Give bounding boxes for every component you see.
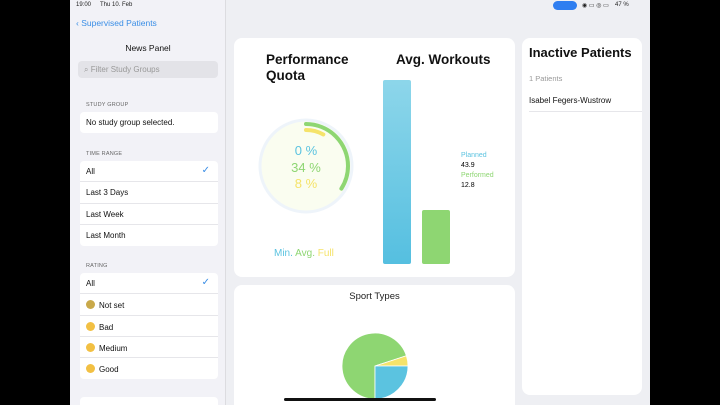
label: Good — [99, 365, 119, 375]
time-range-header: TIME RANGE — [86, 151, 123, 157]
rating-all[interactable]: All ✓ — [80, 273, 218, 295]
rating-medium[interactable]: Medium — [80, 337, 218, 359]
patient-count: 1 Patients — [529, 74, 563, 83]
ring-track — [258, 118, 354, 214]
planned-label: Planned — [461, 152, 487, 159]
performed-value: 12.8 — [461, 182, 475, 189]
checkmark-icon: ✓ — [201, 165, 210, 176]
rating-header: RATING — [86, 263, 108, 269]
performed-label: Performed — [461, 172, 494, 179]
emoji-icon — [86, 300, 95, 310]
search-placeholder: Filter Study Groups — [90, 65, 160, 74]
inactive-title: Inactive Patients — [529, 45, 632, 60]
pie-slice — [374, 365, 409, 400]
quota-min: 0 % — [294, 143, 318, 158]
rating-not-set[interactable]: Not set — [80, 294, 218, 316]
label: All — [86, 279, 95, 288]
rating-bad[interactable]: Bad — [80, 316, 218, 337]
workouts-title: Avg. Workouts — [396, 52, 491, 67]
performance-title: Performance Quota — [266, 52, 349, 84]
time-range-week[interactable]: Last Week — [80, 204, 218, 225]
emoji-icon — [86, 342, 95, 352]
home-indicator — [284, 398, 436, 401]
quota-avg: 34 % — [291, 159, 321, 175]
chevron-left-icon: ‹ — [76, 18, 82, 28]
screen-mirroring-badge — [553, 1, 577, 10]
label: Medium — [99, 343, 128, 353]
back-button[interactable]: ‹ Supervised Patients — [76, 18, 157, 28]
ring-avg — [262, 122, 350, 210]
status-date: Thu 10. Feb — [100, 2, 133, 8]
ring-full — [268, 128, 344, 204]
emoji-icon — [86, 364, 95, 374]
status-icons: ◉ ▭ ◎ ▭ — [582, 3, 609, 9]
sport-types-title: Sport Types — [349, 291, 400, 302]
study-group-value[interactable]: No study group selected. — [86, 118, 175, 127]
rating-list: All ✓ Not set Bad Medium Good — [80, 273, 218, 380]
checkmark-icon: ✓ — [201, 277, 210, 288]
time-range-all[interactable]: All ✓ — [80, 161, 218, 183]
legend-full: Full — [317, 248, 334, 259]
study-group-header: STUDY GROUP — [86, 102, 129, 108]
inactive-patients-card: Inactive Patients 1 Patients Isabel Fege… — [522, 38, 642, 395]
time-range-3days[interactable]: Last 3 Days — [80, 182, 218, 204]
battery-percent: 47 % — [615, 2, 629, 8]
sidebar: 19:00 Thu 10. Feb ‹ Supervised Patients … — [70, 0, 226, 405]
title-line: Quota — [266, 68, 305, 83]
ipad-screen: 19:00 Thu 10. Feb ‹ Supervised Patients … — [70, 0, 650, 405]
search-input[interactable]: ⌕ Filter Study Groups — [78, 61, 218, 78]
performance-card: Performance Quota 0 % 34 % 8 % Min. Avg. … — [234, 38, 515, 277]
planned-value: 43.9 — [461, 162, 475, 169]
sport-types-card: Sport Types — [234, 285, 515, 405]
time-range-list: All ✓ Last 3 Days Last Week Last Month — [80, 161, 218, 247]
time-range-month[interactable]: Last Month — [86, 230, 126, 240]
sport-types-pie — [341, 332, 409, 400]
label: Bad — [99, 322, 114, 332]
label: Not set — [99, 301, 125, 311]
label: All — [86, 167, 95, 176]
legend-min: Min. — [274, 248, 293, 259]
toggle-row[interactable] — [80, 397, 218, 405]
patient-row[interactable]: Isabel Fegers-Wustrow — [529, 90, 642, 112]
back-label: Supervised Patients — [81, 18, 157, 28]
title-line: Performance — [266, 52, 349, 67]
nav-title: News Panel — [125, 43, 171, 53]
quota-full: 8 % — [294, 176, 318, 191]
bar-planned — [383, 80, 411, 264]
search-icon: ⌕ — [84, 65, 91, 74]
rating-good[interactable]: Good — [80, 358, 218, 379]
pie-slice — [341, 332, 407, 400]
status-time: 19:00 — [76, 2, 92, 8]
legend-avg: Avg. — [295, 248, 315, 259]
quota-ring — [258, 118, 354, 214]
emoji-icon — [86, 321, 95, 331]
bar-performed — [422, 210, 450, 264]
